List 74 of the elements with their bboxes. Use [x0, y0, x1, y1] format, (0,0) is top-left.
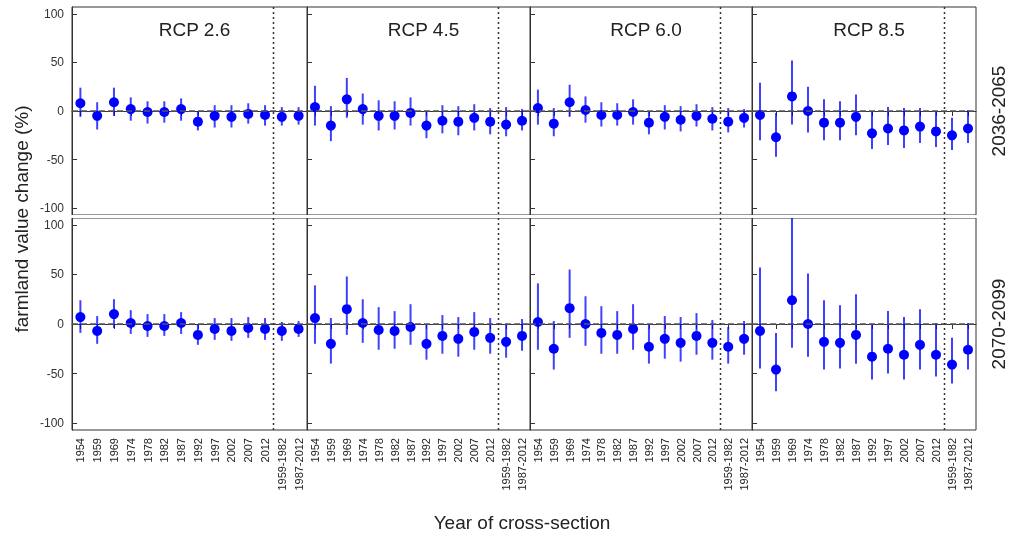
x-tick-label: 1969 — [786, 438, 798, 463]
x-tick-label: 1954 — [754, 438, 766, 463]
x-tick-label: 2007 — [242, 438, 255, 463]
x-tick-label: 2002 — [674, 438, 687, 463]
x-tick-label: 1982 — [611, 438, 624, 463]
x-tick-label: 2007 — [468, 438, 481, 463]
x-tick-label: 1978 — [372, 438, 385, 463]
x-tick-label: 1959-1982 — [946, 438, 958, 491]
x-tick-label: 1987-2012 — [738, 438, 751, 491]
x-tick-label: 1987 — [175, 438, 188, 463]
x-tick-label: 1982 — [834, 438, 846, 463]
x-tick-label: 1987-2012 — [516, 438, 529, 491]
y-tick-label: -50 — [46, 152, 65, 167]
x-tick-label: 1969 — [563, 438, 576, 463]
text: RCP 2.6 — [158, 19, 231, 40]
x-tick-label: 1974 — [356, 438, 369, 463]
x-tick-label: 1992 — [420, 438, 433, 463]
x-tick-label: 1992 — [642, 438, 655, 463]
x-tick-label: 1959 — [324, 438, 337, 463]
x-tick-label: 1992 — [191, 438, 204, 463]
x-tick-label: 1987 — [850, 438, 862, 463]
x-tick-label: 1954 — [308, 438, 321, 463]
x-tick-label: 1978 — [595, 438, 608, 463]
x-tick-label: 2002 — [225, 438, 238, 463]
x-tick-label: 1978 — [818, 438, 830, 463]
x-tick-label: 1954 — [531, 438, 544, 463]
x-tick-label: 1974 — [802, 438, 814, 463]
x-tick-label: 2007 — [690, 438, 703, 463]
x-tick-label: 2002 — [452, 438, 465, 463]
x-tick-label: 2012 — [259, 438, 272, 463]
y2-axis-title: 2036-2065 — [987, 65, 1009, 157]
y-tick-label: 100 — [43, 217, 65, 232]
x-tick-label: 1997 — [658, 438, 671, 463]
x-tick-label: 1959-1982 — [722, 438, 735, 491]
x-axis-title: Year of cross-section — [433, 512, 611, 534]
x-tick-label: 2012 — [484, 438, 497, 463]
y-tick-label: 100 — [43, 6, 65, 21]
x-tick-label: 1969 — [107, 438, 120, 463]
y-tick-label: -100 — [39, 416, 65, 431]
y-tick-label: 50 — [50, 267, 65, 282]
x-tick-label: 1959 — [770, 438, 782, 463]
x-tick-label: 2002 — [898, 438, 910, 463]
x-tick-label: 1959-1982 — [500, 438, 513, 491]
x-tick-label: 1982 — [388, 438, 401, 463]
x-tick-label: 1978 — [141, 438, 154, 463]
x-tick-label: 1987-2012 — [292, 438, 305, 491]
text: RCP 6.0 — [610, 19, 682, 40]
x-tick-label: 1959 — [91, 438, 104, 463]
x-tick-label: 1987 — [404, 438, 417, 463]
x-tick-label: 1997 — [882, 438, 894, 463]
x-tick-label: 2007 — [914, 438, 926, 463]
x-tick-label: 1997 — [208, 438, 221, 463]
x-tick-label: 1954 — [74, 438, 87, 463]
y-tick-label: 50 — [50, 55, 65, 70]
x-tick-label: 1987-2012 — [962, 438, 974, 491]
text: RCP 8.5 — [833, 19, 905, 40]
y-tick-label: 0 — [57, 104, 65, 118]
x-tick-label: 1974 — [124, 438, 137, 463]
text: RCP 4.5 — [387, 19, 460, 40]
y-tick-label: -100 — [39, 201, 65, 216]
y-tick-label: 0 — [57, 317, 65, 331]
x-tick-label: 1987 — [627, 438, 640, 463]
y2-axis-title: 2070-2099 — [987, 278, 1009, 370]
x-tick-label: 1974 — [579, 438, 592, 463]
x-tick-label: 2012 — [706, 438, 719, 463]
x-tick-label: 1992 — [866, 438, 878, 463]
x-tick-label: 1997 — [436, 438, 449, 463]
x-tick-label: 1959 — [547, 438, 560, 463]
x-tick-label: 2012 — [930, 438, 942, 463]
y-tick-label: -50 — [46, 366, 65, 381]
x-tick-label: 1982 — [158, 438, 171, 463]
x-tick-label: 1959-1982 — [275, 438, 288, 491]
y-axis-title: farmland value change (%) — [11, 104, 33, 333]
x-tick-label: 1969 — [340, 438, 353, 463]
